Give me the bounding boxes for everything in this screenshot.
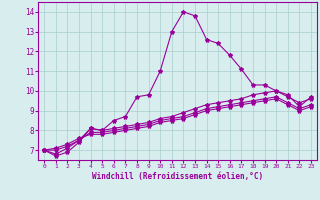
X-axis label: Windchill (Refroidissement éolien,°C): Windchill (Refroidissement éolien,°C) <box>92 172 263 181</box>
